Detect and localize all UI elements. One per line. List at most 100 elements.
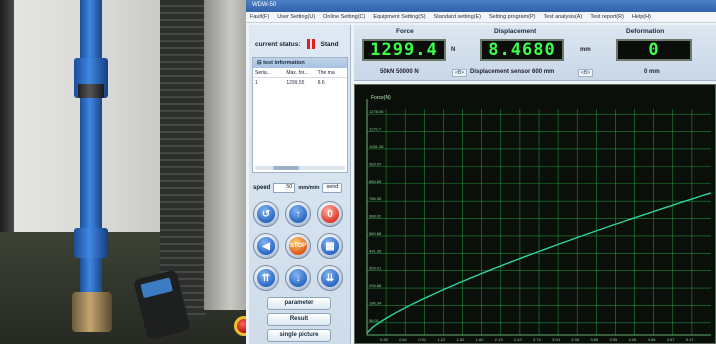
table-cell: 1299.55 <box>286 79 305 86</box>
horizontal-scrollbar[interactable] <box>255 166 345 170</box>
status-value: Stand <box>320 40 339 48</box>
displacement-display: 8.4680 <box>480 39 564 61</box>
y-tick-label: 1179.7 <box>369 127 382 132</box>
status-row: current status: Stand <box>255 39 339 49</box>
y-tick-label: 589.68 <box>369 231 382 236</box>
window-title: WDW-50 <box>252 2 277 8</box>
result-button[interactable]: Result <box>267 313 331 326</box>
menu-item-8[interactable]: Help(H) <box>631 14 651 20</box>
down-arrow-icon[interactable]: ↓ <box>285 265 311 291</box>
x-tick-label: 4.87 <box>667 337 676 342</box>
menu-item-2[interactable]: Online Setting(C) <box>323 14 366 20</box>
column-header-1[interactable]: Max. for... <box>286 69 309 76</box>
machine-grip-base <box>72 292 112 332</box>
pause-icon <box>306 39 315 49</box>
table-cell: 1 <box>255 79 258 86</box>
y-tick-label: 196.34 <box>369 300 382 305</box>
force-display: 1299.4 <box>362 39 446 61</box>
y-tick-label: 983.02 <box>369 161 382 166</box>
y-tick-label: 1278.05 <box>369 109 384 114</box>
test-information-table: ⊟ test information Seria... Max. for... Th… <box>252 57 348 173</box>
menu-item-3[interactable]: Equipment Setting(S) <box>373 14 426 20</box>
menu-item-4[interactable]: Standard setting(E) <box>433 14 482 20</box>
machine-cabinet <box>204 0 248 310</box>
column-header-0[interactable]: Seria... <box>255 69 271 76</box>
graph-canvas: 1278.05 1179.7 1081.36 983.02 884.69 786.35 68… <box>366 99 712 342</box>
displacement-chip[interactable]: <B> <box>578 69 594 77</box>
y-tick-label: 393.01 <box>369 266 382 271</box>
x-tick-label: 1.52 <box>457 337 466 342</box>
x-tick-label: 0.30 <box>380 337 389 342</box>
table-cell: 8.6 <box>317 79 325 86</box>
zero-icon[interactable]: 0 <box>317 201 343 227</box>
x-tick-label: 2.74 <box>533 337 542 342</box>
y-tick-label: 294.68 <box>369 283 382 288</box>
y-tick-label: 98.01 <box>369 318 380 323</box>
x-tick-label: 4.56 <box>648 337 657 342</box>
menu-item-7[interactable]: Test report(R) <box>590 14 624 20</box>
column-header-2[interactable]: The ma <box>317 69 335 76</box>
parameter-button[interactable]: parameter <box>267 297 331 310</box>
y-tick-label: 1081.36 <box>369 144 384 149</box>
menu-item-1[interactable]: User Setting(U) <box>277 14 316 20</box>
y-tick-label: 884.69 <box>369 179 382 184</box>
status-label: current status: <box>255 40 301 48</box>
fast-down-icon[interactable]: ⇊ <box>317 265 343 291</box>
force-title: Force <box>396 28 414 35</box>
displacement-unit: mm <box>580 47 591 53</box>
force-chip[interactable]: <B> <box>452 69 468 77</box>
deformation-sensor: 0 mm <box>644 69 660 75</box>
y-tick-label: 491.35 <box>369 248 382 253</box>
left-arrow-icon[interactable]: ◀ <box>253 233 279 259</box>
displacement-title: Displacement <box>494 28 537 35</box>
y-tick-label: 688.02 <box>369 214 382 219</box>
fast-up-icon[interactable]: ⇈ <box>253 265 279 291</box>
speed-label: speed <box>253 185 271 191</box>
speed-input[interactable]: 50 <box>273 183 296 193</box>
test-software-window: WDW-50 Fault(F) User Setting(U) Online Set… <box>246 0 716 344</box>
x-tick-label: 3.04 <box>552 337 561 342</box>
x-tick-label: 3.95 <box>609 337 618 342</box>
graph-axes <box>366 99 711 336</box>
y-axis-label: Force(N) <box>371 95 391 101</box>
speed-unit: mm/min <box>298 185 320 191</box>
grid-icon[interactable]: ▦ <box>317 233 343 259</box>
force-unit: N <box>451 47 456 53</box>
menu-bar: Fault(F) User Setting(U) Online Setting(C)… <box>246 12 716 23</box>
test-info-header[interactable]: ⊟ test information <box>253 58 347 68</box>
return-icon[interactable]: ↺ <box>253 201 279 227</box>
up-arrow-icon[interactable]: ↑ <box>285 201 311 227</box>
stop-button[interactable]: STOP <box>285 233 311 259</box>
speed-row: speed 50 mm/min send <box>253 183 343 193</box>
x-tick-label: 2.13 <box>495 337 504 342</box>
x-tick-label: 4.26 <box>629 337 638 342</box>
menu-item-0[interactable]: Fault(F) <box>250 14 270 20</box>
pipe-coupling-lower <box>74 228 108 258</box>
machine-column <box>160 0 206 320</box>
force-curve-line <box>366 192 712 334</box>
send-button[interactable]: send <box>322 183 343 193</box>
deformation-title: Deformation <box>626 28 665 35</box>
force-curve-graph: 1278.05 1179.7 1081.36 983.02 884.69 786.35 68… <box>354 84 716 344</box>
deformation-display: 0 <box>616 39 692 61</box>
x-tick-label: 0.91 <box>418 337 427 342</box>
control-panel: current status: Stand ⊟ test information… <box>249 25 351 344</box>
table-header-row: Seria... Max. for... The ma <box>253 68 347 78</box>
pipe-clamp <box>78 84 104 98</box>
table-row[interactable]: 1 1299.55 8.6 <box>253 78 347 87</box>
x-tick-label: 3.35 <box>571 337 580 342</box>
y-tick-label: 786.35 <box>369 196 382 201</box>
single-picture-button[interactable]: single picture <box>267 329 331 342</box>
x-tick-label: 2.43 <box>514 337 523 342</box>
window-titlebar: WDW-50 <box>246 0 716 12</box>
x-tick-label: 0.61 <box>399 337 408 342</box>
x-tick-label: 1.82 <box>476 337 485 342</box>
handset-screen <box>140 277 173 299</box>
x-tick-label: 1.22 <box>437 337 446 342</box>
x-tick-label: 5.17 <box>686 337 695 342</box>
menu-item-5[interactable]: Setting program(P) <box>489 14 536 20</box>
menu-item-6[interactable]: Test analysis(A) <box>543 14 583 20</box>
readout-bar: Force 1299.4 N 50kN 50000 N <B> Displace… <box>354 25 716 81</box>
x-tick-label: 3.65 <box>590 337 599 342</box>
